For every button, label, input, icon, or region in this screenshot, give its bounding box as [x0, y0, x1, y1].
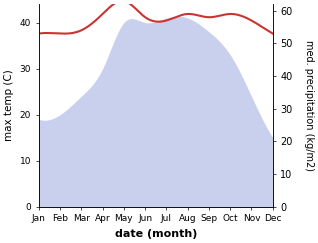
Y-axis label: max temp (C): max temp (C): [4, 69, 14, 141]
Y-axis label: med. precipitation (kg/m2): med. precipitation (kg/m2): [304, 40, 314, 171]
X-axis label: date (month): date (month): [114, 229, 197, 239]
